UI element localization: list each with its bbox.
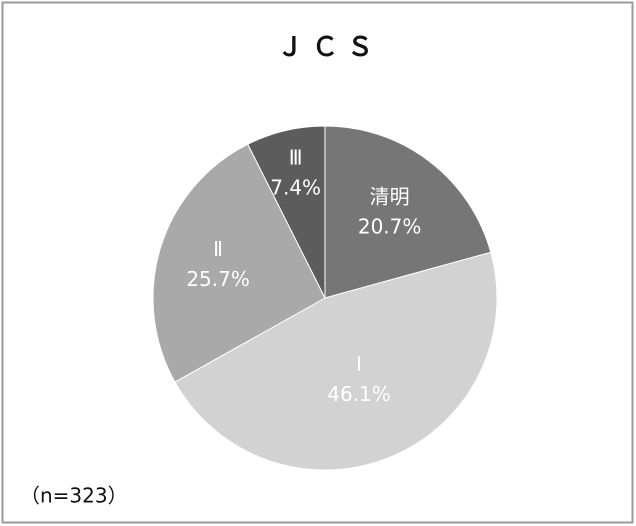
chart-title: Ｊ Ｃ Ｓ	[277, 33, 373, 63]
pie-slice	[247, 125, 326, 299]
slice-category-label: Ⅱ	[213, 237, 223, 261]
slice-category-label: 清明	[370, 185, 410, 209]
slice-category-label: Ⅰ	[356, 352, 362, 376]
pie-slice	[324, 125, 492, 299]
slice-value-label: 46.1%	[327, 382, 391, 406]
pie-slice	[152, 143, 326, 383]
annotation: （n=323）	[20, 484, 128, 508]
slice-value-label: 20.7%	[358, 215, 422, 239]
slice-category-label: Ⅲ	[289, 146, 303, 170]
slice-value-label: 25.7%	[186, 267, 250, 291]
pie-slice	[174, 251, 498, 471]
slice-value-label: 7.4%	[270, 176, 321, 200]
